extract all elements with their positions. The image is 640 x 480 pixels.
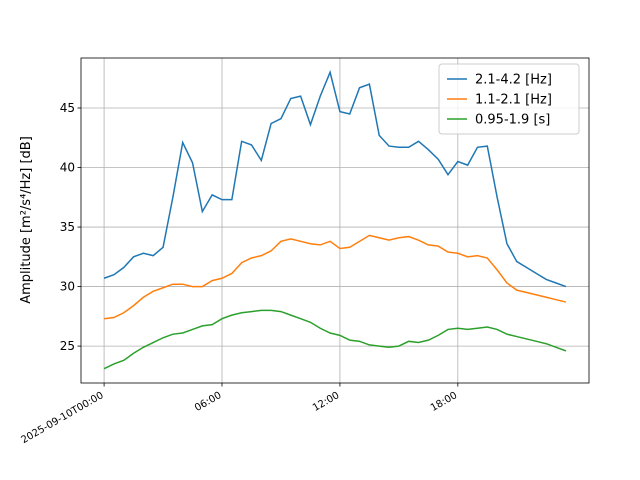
x-tick-label: 2025-09-10T00:00 (20, 390, 106, 446)
series-line (103, 234, 567, 320)
x-tick-label: 12:00 (311, 390, 341, 414)
plot-frame (80, 57, 590, 384)
legend-label: 2.1-4.2 [Hz] (475, 73, 552, 88)
y-tick-label: 30 (60, 280, 75, 294)
y-tick-label: 35 (60, 220, 75, 234)
series-line (103, 69, 567, 288)
legend-label: 1.1-2.1 [Hz] (475, 93, 552, 108)
y-tick-label: 25 (60, 339, 75, 353)
legend-label: 0.95-1.9 [s] (475, 113, 550, 128)
legend-box (438, 63, 580, 135)
x-tick-label: 18:00 (429, 390, 459, 414)
y-axis-label: Amplitude [m²/s⁴/Hz] [dB] (19, 136, 34, 304)
series-line (103, 309, 567, 370)
y-tick-label: 45 (60, 101, 75, 115)
y-tick-label: 40 (60, 161, 75, 175)
x-tick-label: 06:00 (193, 390, 223, 414)
